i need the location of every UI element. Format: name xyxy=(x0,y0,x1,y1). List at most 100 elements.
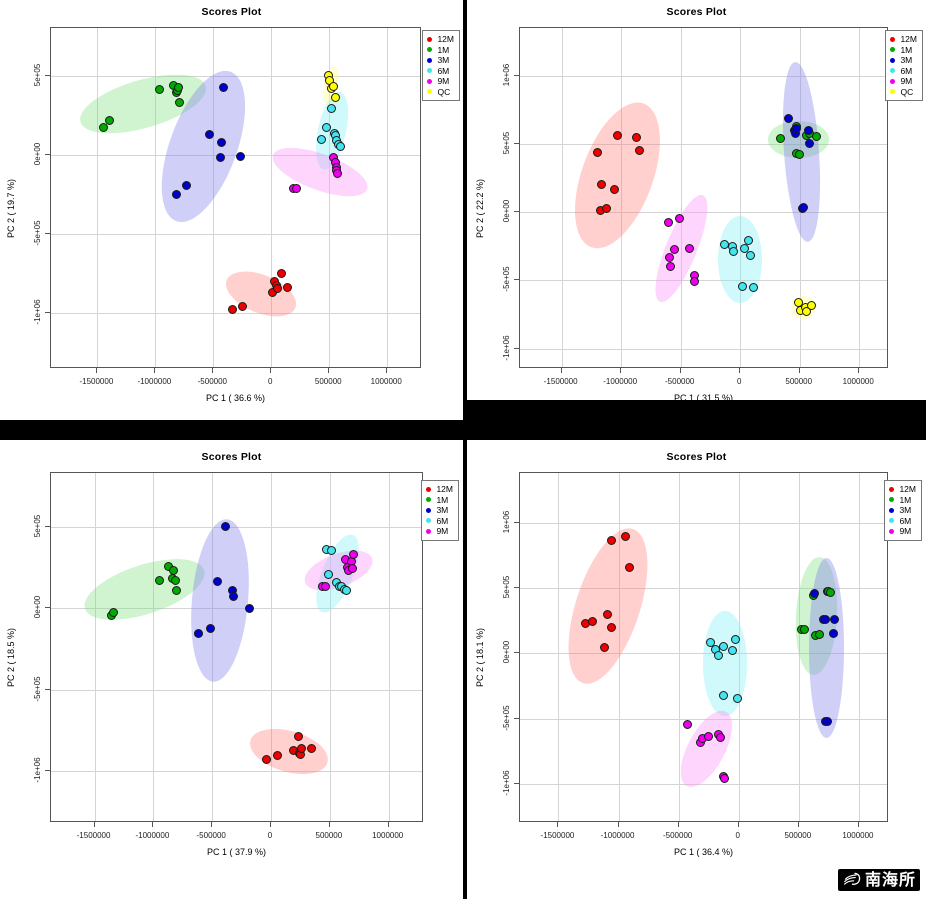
legend-item-6m[interactable]: 6M xyxy=(890,66,917,77)
legend-marker-1m-icon xyxy=(426,497,432,503)
y-tick-label: 0e+00 xyxy=(502,199,511,223)
y-tick-label: 5e+05 xyxy=(33,63,42,86)
data-point-12m xyxy=(613,131,623,141)
data-point-3m xyxy=(205,623,215,633)
legend-label: QC xyxy=(900,86,914,97)
data-point-6m xyxy=(706,637,715,647)
gridline-vertical xyxy=(97,28,99,367)
gridline-vertical xyxy=(388,473,390,821)
gridline-horizontal xyxy=(520,718,887,720)
data-point-3m xyxy=(783,113,793,123)
legend-item-12m[interactable]: 12M xyxy=(890,34,917,45)
data-point-6m xyxy=(719,690,729,700)
legend-item-1m[interactable]: 1M xyxy=(427,45,454,56)
gridline-vertical xyxy=(621,28,623,367)
legend-item-12m[interactable]: 12M xyxy=(889,484,916,495)
legend: 12M 1M 3M 6M 9M QC xyxy=(422,30,460,101)
legend-item-6m[interactable]: 6M xyxy=(889,516,916,527)
data-point-12m xyxy=(227,305,237,315)
legend-item-qc[interactable]: QC xyxy=(890,87,917,98)
y-tick xyxy=(45,688,50,690)
y-tick-label: 5e+05 xyxy=(502,575,511,599)
x-tick xyxy=(737,822,739,827)
legend-label: 9M xyxy=(899,526,912,536)
gridline-horizontal xyxy=(51,154,420,156)
x-tick xyxy=(858,368,860,373)
gridline-vertical xyxy=(618,473,620,821)
plot-area xyxy=(50,27,421,368)
data-point-6m xyxy=(714,650,724,660)
legend-marker-qc-icon xyxy=(427,89,433,95)
legend-item-3m[interactable]: 3M xyxy=(889,505,916,516)
data-point-1m xyxy=(826,587,836,597)
x-tick-label: -1500000 xyxy=(540,831,575,840)
legend-item-9m[interactable]: 9M xyxy=(890,76,917,87)
legend-item-qc[interactable]: QC xyxy=(427,87,454,98)
data-point-9m xyxy=(682,719,692,729)
y-tick-label: 5e+05 xyxy=(502,131,511,155)
legend-item-9m[interactable]: 9M xyxy=(889,526,916,537)
data-point-3m xyxy=(822,717,832,727)
legend-marker-9m-icon xyxy=(890,78,896,84)
gridline-horizontal xyxy=(520,212,887,214)
data-point-6m xyxy=(728,247,738,257)
y-tick-label: 0e+00 xyxy=(502,640,511,664)
data-point-3m xyxy=(820,614,830,624)
x-tick-label: 500000 xyxy=(315,831,343,840)
y-tick xyxy=(514,142,519,144)
y-tick-label: -5e+05 xyxy=(502,704,511,731)
confidence-ellipse-12m xyxy=(553,519,664,694)
legend-item-6m[interactable]: 6M xyxy=(427,66,454,77)
data-point-12m xyxy=(602,609,612,619)
data-point-1m xyxy=(109,607,119,617)
legend-label: 12M xyxy=(899,484,916,494)
legend-item-1m[interactable]: 1M xyxy=(890,45,917,56)
data-point-12m xyxy=(296,744,306,754)
legend-item-1m[interactable]: 1M xyxy=(426,495,453,506)
plot-title: Scores Plot xyxy=(666,451,727,463)
legend-item-1m[interactable]: 1M xyxy=(889,495,916,506)
gridline-horizontal xyxy=(51,75,420,77)
x-tick-label: -500000 xyxy=(197,377,227,386)
legend-marker-9m-icon xyxy=(427,78,433,84)
data-point-3m xyxy=(805,138,815,148)
y-tick-label: -1e+06 xyxy=(502,334,511,361)
data-point-qc xyxy=(806,301,816,311)
data-point-12m xyxy=(606,535,616,545)
data-point-3m xyxy=(212,576,222,586)
y-tick-label: 1e+06 xyxy=(502,510,511,533)
legend-marker-1m-icon xyxy=(890,47,896,53)
gridline-horizontal xyxy=(520,280,887,282)
legend-marker-12m-icon xyxy=(890,36,896,42)
x-tick-label: -1500000 xyxy=(76,831,111,840)
legend: 12M 1M 3M 6M 9M xyxy=(421,480,459,541)
legend-marker-1m-icon xyxy=(427,47,433,53)
y-tick xyxy=(45,525,50,527)
legend-item-9m[interactable]: 9M xyxy=(426,526,453,537)
legend-item-3m[interactable]: 3M xyxy=(427,55,454,66)
x-tick xyxy=(93,822,95,827)
x-tick-label: 500000 xyxy=(785,377,813,386)
legend-marker-6m-icon xyxy=(427,68,433,74)
legend-label: 9M xyxy=(437,76,450,86)
data-point-9m xyxy=(663,217,673,227)
legend-item-9m[interactable]: 9M xyxy=(427,76,454,87)
data-point-3m xyxy=(829,629,839,639)
data-point-1m xyxy=(155,575,165,585)
legend-item-6m[interactable]: 6M xyxy=(426,516,453,527)
data-point-1m xyxy=(811,131,821,141)
legend-item-3m[interactable]: 3M xyxy=(426,505,453,516)
x-axis-title: PC 1 ( 36.6 %) xyxy=(205,393,266,403)
x-axis-title: PC 1 ( 36.4 %) xyxy=(673,847,734,857)
gridline-vertical xyxy=(738,473,740,821)
gridline-vertical xyxy=(387,28,389,367)
data-point-9m xyxy=(704,732,714,742)
legend-item-12m[interactable]: 12M xyxy=(427,34,454,45)
data-point-3m xyxy=(221,522,231,532)
legend-item-3m[interactable]: 3M xyxy=(890,55,917,66)
watermark: 南海所 xyxy=(837,869,920,891)
data-point-6m xyxy=(740,243,750,253)
x-tick-label: 0 xyxy=(736,377,742,386)
gridline-horizontal xyxy=(520,783,887,785)
legend-item-12m[interactable]: 12M xyxy=(426,484,453,495)
